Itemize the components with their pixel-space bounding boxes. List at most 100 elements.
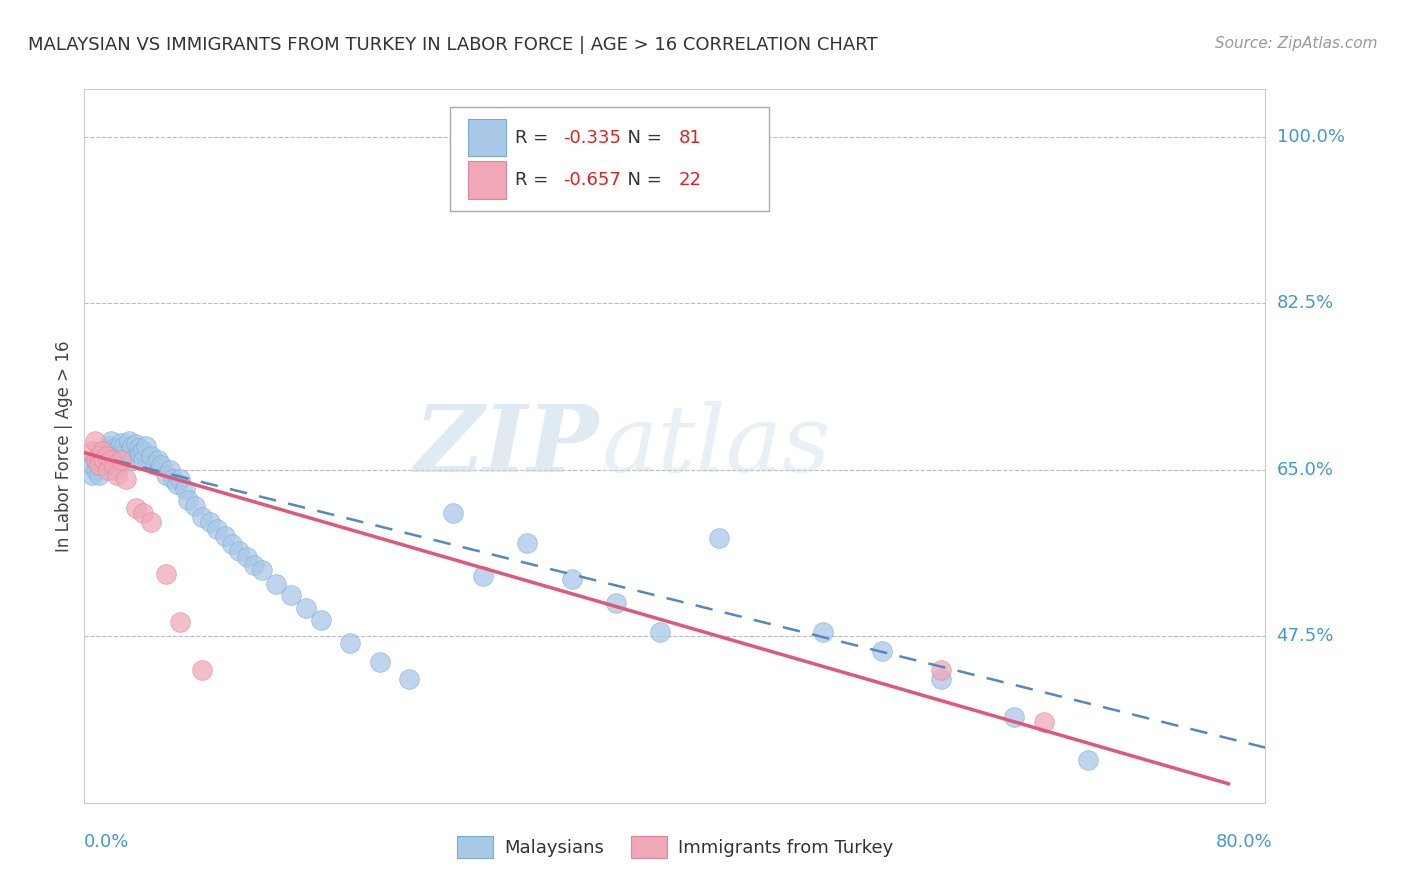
Point — [1004, 710, 1026, 724]
Text: 47.5%: 47.5% — [1277, 627, 1334, 645]
Point — [118, 434, 141, 449]
Point — [87, 449, 111, 463]
Point — [87, 449, 111, 463]
Point — [91, 455, 114, 469]
Point — [135, 439, 157, 453]
Point — [80, 443, 103, 458]
Point — [97, 463, 120, 477]
Point — [87, 458, 111, 472]
Point — [84, 453, 107, 467]
Point — [1077, 753, 1099, 767]
Point — [100, 445, 122, 459]
Point — [398, 672, 420, 686]
Point — [184, 499, 207, 513]
Text: atlas: atlas — [602, 401, 831, 491]
Point — [96, 458, 118, 472]
Text: 100.0%: 100.0% — [1277, 128, 1344, 145]
Point — [650, 624, 672, 639]
Legend: Malaysians, Immigrants from Turkey: Malaysians, Immigrants from Turkey — [450, 829, 900, 865]
Point — [80, 458, 103, 472]
Point — [155, 467, 177, 482]
Point — [236, 550, 259, 565]
Point — [91, 445, 114, 459]
Point — [103, 453, 125, 467]
Point — [177, 493, 200, 508]
Text: -0.335: -0.335 — [562, 128, 620, 146]
Point — [339, 636, 361, 650]
Point — [811, 624, 834, 639]
Point — [110, 453, 132, 467]
Point — [96, 449, 118, 463]
Point — [122, 453, 145, 467]
Point — [214, 529, 236, 543]
Point — [125, 437, 148, 451]
Point — [605, 596, 627, 610]
Text: 81: 81 — [679, 128, 702, 146]
Point — [166, 477, 188, 491]
Point — [516, 536, 538, 550]
Point — [368, 655, 391, 669]
Point — [100, 453, 122, 467]
Point — [84, 463, 107, 477]
Text: Source: ZipAtlas.com: Source: ZipAtlas.com — [1215, 36, 1378, 51]
Point — [80, 467, 103, 482]
Point — [114, 472, 136, 486]
Point — [129, 445, 152, 459]
Point — [207, 522, 229, 536]
Point — [198, 515, 221, 529]
FancyBboxPatch shape — [468, 119, 506, 156]
Point — [929, 672, 952, 686]
Point — [173, 482, 195, 496]
Point — [93, 443, 115, 458]
Point — [83, 434, 105, 449]
Point — [221, 537, 243, 551]
Point — [87, 458, 111, 472]
Text: 80.0%: 80.0% — [1216, 833, 1272, 851]
Point — [132, 453, 155, 467]
Y-axis label: In Labor Force | Age > 16: In Labor Force | Age > 16 — [55, 340, 73, 552]
Point — [295, 600, 318, 615]
FancyBboxPatch shape — [468, 161, 506, 199]
Text: MALAYSIAN VS IMMIGRANTS FROM TURKEY IN LABOR FORCE | AGE > 16 CORRELATION CHART: MALAYSIAN VS IMMIGRANTS FROM TURKEY IN L… — [28, 36, 877, 54]
Point — [143, 458, 166, 472]
Point — [104, 441, 127, 455]
Point — [472, 569, 495, 583]
Text: 82.5%: 82.5% — [1277, 294, 1334, 312]
Point — [98, 439, 121, 453]
Text: 0.0%: 0.0% — [84, 833, 129, 851]
Point — [709, 531, 731, 545]
Point — [139, 449, 162, 463]
Point — [266, 577, 288, 591]
Text: R =: R = — [516, 171, 554, 189]
Point — [155, 567, 177, 582]
Point — [169, 472, 191, 486]
Point — [159, 463, 181, 477]
Text: N =: N = — [616, 128, 668, 146]
Point — [139, 515, 162, 529]
Point — [96, 442, 118, 456]
Point — [169, 615, 191, 629]
Point — [101, 449, 124, 463]
Point — [87, 467, 111, 482]
Point — [243, 558, 266, 572]
Point — [91, 443, 114, 458]
Point — [280, 588, 302, 602]
Point — [148, 453, 170, 467]
Point — [105, 450, 128, 465]
Point — [162, 472, 184, 486]
Point — [103, 458, 125, 472]
Point — [443, 506, 465, 520]
Point — [228, 543, 250, 558]
Point — [118, 445, 141, 459]
Point — [96, 449, 118, 463]
Point — [110, 436, 132, 450]
Point — [87, 453, 111, 467]
Text: 22: 22 — [679, 171, 702, 189]
Point — [250, 563, 273, 577]
Point — [100, 434, 122, 449]
Point — [132, 506, 155, 520]
Point — [121, 439, 143, 453]
Point — [97, 453, 120, 467]
Point — [132, 443, 155, 458]
Text: ZIP: ZIP — [413, 401, 598, 491]
